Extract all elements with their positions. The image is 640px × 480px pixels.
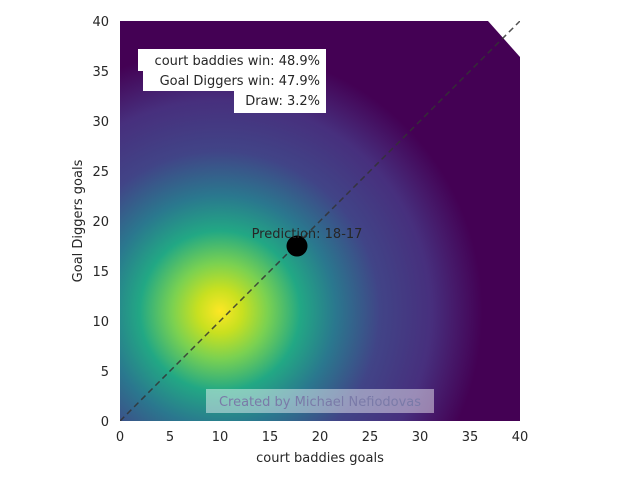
y-tick-label: 30 — [92, 115, 109, 130]
y-tick-label: 5 — [101, 365, 109, 380]
x-tick-label: 10 — [212, 430, 229, 445]
prob-label-goal-diggers: Goal Diggers win: 47.9% — [160, 74, 320, 89]
y-tick-label: 25 — [92, 165, 109, 180]
x-tick-label: 15 — [262, 430, 279, 445]
probability-boxes: court baddies win: 48.9% Goal Diggers wi… — [138, 49, 326, 113]
diagonal-line — [120, 21, 520, 421]
x-axis-label: court baddies goals — [256, 451, 384, 466]
y-axis: 0 5 10 15 20 25 30 35 40 — [92, 15, 109, 430]
y-tick-label: 10 — [92, 315, 109, 330]
watermark-box — [206, 389, 434, 413]
y-axis-label: Goal Diggers goals — [71, 159, 86, 282]
x-tick-label: 35 — [462, 430, 479, 445]
x-tick-label: 5 — [166, 430, 174, 445]
x-tick-label: 30 — [412, 430, 429, 445]
watermark-text: Created by Michael Nefiodovas — [219, 395, 421, 410]
prediction-label: Prediction: 18-17 — [252, 227, 363, 242]
prob-label-draw: Draw: 3.2% — [245, 94, 320, 109]
prediction-point — [286, 235, 308, 257]
y-tick-label: 35 — [92, 65, 109, 80]
x-tick-label: 0 — [116, 430, 124, 445]
prob-box-draw — [234, 89, 326, 113]
x-tick-label: 40 — [512, 430, 529, 445]
prob-box-goal-diggers — [143, 69, 326, 91]
y-tick-label: 40 — [92, 15, 109, 30]
x-axis: 0 5 10 15 20 25 30 35 40 — [116, 430, 528, 445]
y-tick-label: 0 — [101, 415, 109, 430]
y-tick-label: 15 — [92, 265, 109, 280]
prob-box-court-baddies — [138, 49, 326, 71]
y-tick-label: 20 — [92, 215, 109, 230]
prob-label-court-baddies: court baddies win: 48.9% — [155, 54, 320, 69]
x-tick-label: 20 — [312, 430, 329, 445]
x-tick-label: 25 — [362, 430, 379, 445]
